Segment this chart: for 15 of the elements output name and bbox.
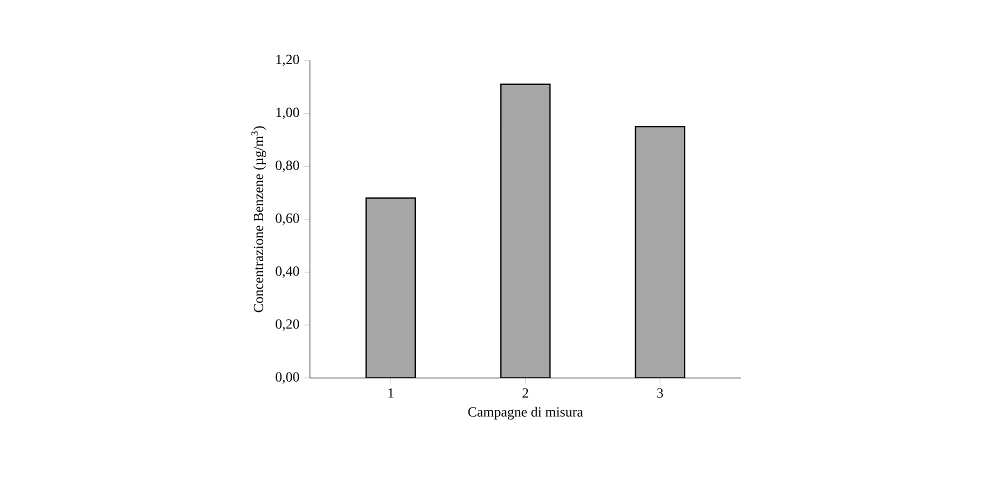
y-tick-label: 0,00 (276, 372, 300, 384)
y-tick-label: 0,40 (276, 266, 300, 278)
y-axis-title: Concentrazione Benzene (µg/m$^{3}$) (251, 126, 266, 312)
y-tick-label: 0,80 (276, 160, 300, 172)
x-axis-title: Campagne di misura (468, 406, 583, 420)
x-tick-label: 1 (388, 388, 394, 398)
bar (634, 126, 686, 378)
y-tick-label: 1,00 (276, 108, 300, 120)
y-tick-label: 1,20 (276, 54, 300, 66)
y-tick-label: 0,60 (276, 214, 300, 225)
x-tick-label: 3 (657, 388, 663, 398)
bar (500, 84, 551, 378)
y-tick-label: 0,20 (276, 319, 300, 331)
x-tick-label: 2 (522, 388, 528, 398)
bar (366, 197, 416, 378)
